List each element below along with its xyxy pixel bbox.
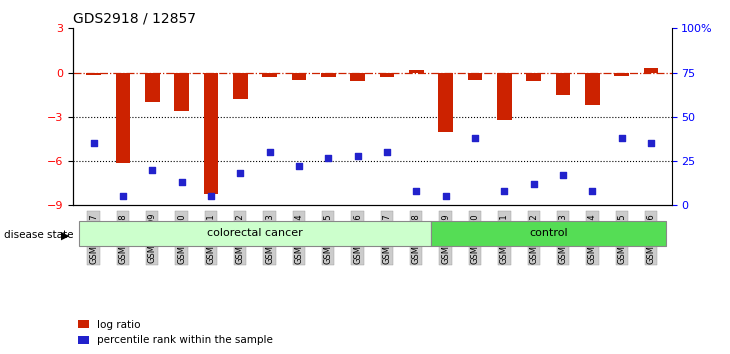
Point [176, 179, 188, 185]
Point [264, 149, 275, 155]
Point [499, 188, 510, 194]
Point [616, 135, 628, 141]
Point [557, 172, 569, 178]
Bar [262, 73, 277, 77]
Point [586, 188, 598, 194]
Bar [233, 73, 247, 99]
Point [381, 149, 393, 155]
Bar [145, 73, 160, 102]
Bar [204, 73, 218, 194]
Bar [350, 73, 365, 81]
Bar [497, 73, 512, 120]
Bar [380, 73, 394, 77]
Point [469, 135, 481, 141]
Point [117, 194, 128, 199]
Point [293, 164, 305, 169]
Bar [644, 68, 658, 73]
Text: control: control [529, 228, 568, 238]
Bar [86, 73, 101, 75]
Bar [615, 73, 629, 75]
Point [410, 188, 422, 194]
FancyBboxPatch shape [431, 221, 666, 246]
Text: GDS2918 / 12857: GDS2918 / 12857 [73, 12, 196, 26]
Point [147, 167, 158, 173]
Text: ▶: ▶ [61, 230, 69, 240]
Bar [115, 73, 130, 162]
Point [645, 141, 657, 146]
Bar [291, 73, 307, 80]
Point [352, 153, 364, 159]
Text: disease state: disease state [4, 230, 73, 240]
Point [439, 194, 451, 199]
Point [528, 181, 539, 187]
Bar [585, 73, 600, 105]
Bar [556, 73, 570, 95]
Text: colorectal cancer: colorectal cancer [207, 228, 303, 238]
Point [234, 171, 246, 176]
Point [205, 194, 217, 199]
Legend: log ratio, percentile rank within the sample: log ratio, percentile rank within the sa… [78, 320, 273, 345]
Point [323, 155, 334, 160]
Bar [409, 70, 423, 73]
FancyBboxPatch shape [79, 221, 431, 246]
Bar [321, 73, 336, 77]
Bar [174, 73, 189, 111]
Bar [468, 73, 483, 80]
Bar [438, 73, 453, 132]
Point [88, 141, 99, 146]
Bar [526, 73, 541, 81]
